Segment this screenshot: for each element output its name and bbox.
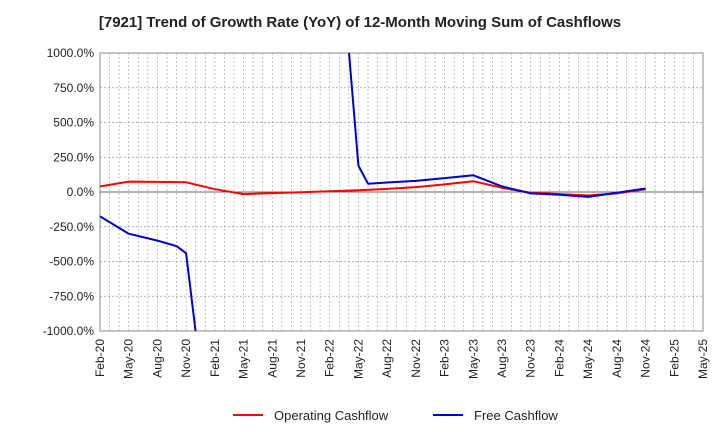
x-tick-label: May-24 [581, 339, 595, 379]
x-tick-label: Feb-22 [323, 339, 337, 377]
series-line [100, 53, 646, 331]
y-tick-label: 0.0% [67, 185, 95, 199]
x-tick-label: May-25 [696, 339, 710, 379]
y-tick-label: -250.0% [49, 220, 94, 234]
series-free-cashflow [100, 53, 646, 331]
legend-label: Free Cashflow [474, 408, 558, 423]
x-tick-label: Nov-21 [294, 339, 308, 378]
x-tick-label: Feb-21 [208, 339, 222, 377]
x-tick-label: Nov-22 [409, 339, 423, 378]
legend-item: Free Cashflow [433, 408, 558, 423]
x-tick-label: Feb-25 [667, 339, 681, 377]
y-tick-label: 500.0% [53, 116, 94, 130]
x-tick-label: Aug-22 [380, 339, 394, 378]
axes: 1000.0% 750.0% 500.0% 250.0% 0.0% -250.0% -500… [43, 46, 710, 379]
legend-item: Operating Cashflow [233, 408, 389, 423]
x-tick-label: Aug-21 [265, 339, 279, 378]
x-tick-label: Nov-20 [179, 339, 193, 378]
x-tick-label: Feb-24 [552, 339, 566, 377]
y-tick-label: 750.0% [53, 81, 94, 95]
y-tick-label: -750.0% [49, 289, 94, 303]
legend-label: Operating Cashflow [274, 408, 389, 423]
x-tick-label: Aug-24 [610, 339, 624, 378]
x-tick-label: Nov-23 [524, 339, 538, 378]
chart-title: [7921] Trend of Growth Rate (YoY) of 12-… [98, 14, 622, 31]
x-tick-label: Feb-20 [93, 339, 107, 377]
y-tick-label: 1000.0% [47, 46, 95, 60]
grid-lines [99, 52, 704, 332]
x-tick-label: Nov-24 [639, 339, 653, 378]
y-tick-label: 250.0% [53, 150, 94, 164]
series-lines [100, 53, 646, 331]
x-tick-label: May-21 [237, 339, 251, 379]
x-tick-label: May-22 [351, 339, 365, 379]
x-tick-label: Aug-20 [150, 339, 164, 378]
x-tick-label: Aug-23 [495, 339, 509, 378]
x-tick-label: May-23 [466, 339, 480, 379]
legend: Operating Cashflow Free Cashflow [233, 408, 558, 423]
x-tick-label: Feb-23 [438, 339, 452, 377]
y-tick-label: -1000.0% [43, 324, 95, 338]
y-tick-label: -500.0% [49, 255, 94, 269]
x-tick-label: May-20 [122, 339, 136, 379]
